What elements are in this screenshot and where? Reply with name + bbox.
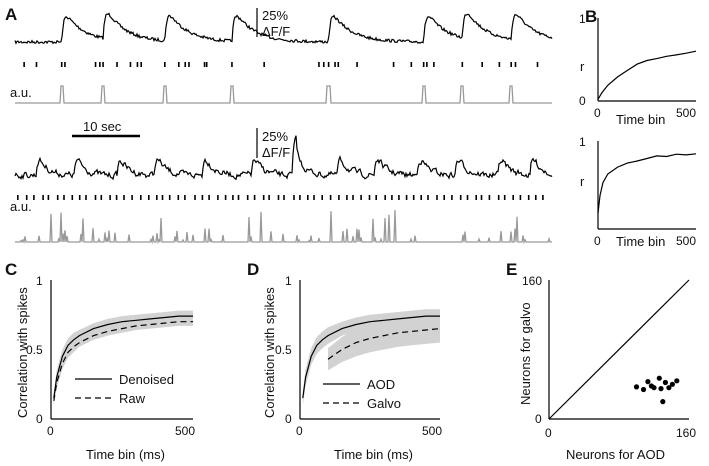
e-point	[674, 378, 680, 384]
b-bottom-curve	[597, 153, 697, 214]
d-xtick-500: 500	[422, 424, 442, 438]
b-top-xlabel: Time bin	[616, 112, 665, 127]
b-top-ylabel: r	[580, 59, 585, 74]
top-scale-percent: 25%	[262, 8, 288, 23]
b-top-curve	[597, 50, 697, 100]
top-au-label: a.u.	[10, 85, 32, 100]
e-ytick-0: 0	[535, 412, 542, 426]
series-denoised	[53, 315, 193, 399]
series-galvo	[327, 328, 441, 360]
panel-e-plot: 160 0 0 160 Neurons for AOD Neurons for …	[518, 274, 696, 462]
d-ytick-05: 0.5	[275, 343, 292, 357]
bottom-au-label: a.u.	[10, 199, 32, 214]
b-top-xtick-0: 0	[594, 106, 601, 120]
b-top-plot: 1 0 r 0 500 Time bin	[579, 12, 696, 127]
panel-c-plot: 1 0.5 0 0 500 Time bin (ms) Correlation …	[15, 274, 195, 462]
b-top-ytick-0: 0	[579, 94, 586, 108]
panel-label-d: D	[247, 260, 259, 279]
series-aod	[302, 315, 440, 399]
bottom-spike-raster	[16, 195, 544, 200]
bottom-calcium-trace-group	[14, 135, 553, 245]
e-point	[658, 386, 664, 392]
b-top-xtick-500: 500	[676, 106, 696, 120]
b-bottom-plot: 1 r 0 500 Time bin	[579, 135, 696, 249]
panel-label-b: B	[585, 7, 597, 26]
e-identity-line	[548, 279, 690, 420]
e-point	[662, 379, 669, 386]
d-legend-galvo: Galvo	[367, 396, 401, 411]
bottom-calcium-trace	[14, 135, 553, 181]
d-xlabel: Time bin (ms)	[334, 447, 413, 462]
d-ytick-1: 1	[285, 274, 292, 288]
e-point	[669, 381, 676, 387]
e-point	[660, 399, 666, 405]
top-scale-unit: ΔF/F	[262, 24, 290, 39]
top-calcium-trace	[14, 12, 553, 45]
d-series-layer	[302, 309, 441, 406]
e-point	[645, 379, 651, 385]
e-ytick-160: 160	[522, 274, 542, 288]
b-bottom-xtick-500: 500	[676, 234, 696, 248]
c-legend-raw: Raw	[119, 391, 146, 406]
c-xlabel: Time bin (ms)	[86, 447, 165, 462]
panel-label-c: C	[5, 260, 17, 279]
top-spike-raster	[23, 62, 539, 67]
c-ylabel: Correlation with spikes	[15, 287, 30, 418]
e-points-layer	[633, 375, 680, 405]
c-series-layer	[53, 310, 193, 406]
c-legend-denoised: Denoised	[119, 372, 174, 387]
b-bottom-xtick-0: 0	[594, 234, 601, 248]
e-xtick-0: 0	[545, 426, 552, 440]
c-xtick-0: 0	[47, 424, 54, 438]
e-point	[656, 375, 662, 381]
c-ytick-05: 0.5	[26, 343, 43, 357]
d-ytick-0: 0	[285, 412, 292, 426]
e-point	[640, 386, 647, 393]
b-bottom-ylabel: r	[580, 174, 585, 189]
c-ytick-1: 1	[36, 274, 43, 288]
c-ytick-0: 0	[36, 412, 43, 426]
top-inferred-spike-trace	[15, 85, 552, 104]
bottom-inferred-spike-trace	[15, 210, 552, 245]
e-point	[666, 385, 672, 391]
top-calcium-trace-group	[14, 12, 553, 104]
b-top-ytick-1: 1	[579, 12, 586, 26]
d-ylabel: Correlation with spikes	[262, 287, 277, 418]
b-bottom-ytick-1: 1	[579, 135, 586, 149]
time-scale-label: 10 sec	[83, 119, 122, 134]
e-xlabel: Neurons for AOD	[566, 447, 665, 462]
e-point	[633, 384, 640, 390]
e-ylabel: Neurons for galvo	[518, 302, 533, 405]
band-raw	[53, 317, 193, 406]
band-aod	[302, 309, 440, 406]
series-raw	[53, 321, 193, 401]
bottom-scale-percent: 25%	[262, 129, 288, 144]
panel-d-plot: 1 0.5 0 0 500 Time bin (ms) Correlation …	[262, 274, 442, 462]
d-legend-aod: AOD	[367, 377, 395, 392]
d-xtick-0: 0	[296, 424, 303, 438]
e-point	[651, 385, 657, 391]
c-xtick-500: 500	[175, 424, 195, 438]
panel-label-a: A	[5, 5, 17, 24]
band-galvo	[328, 314, 440, 371]
e-xtick-160: 160	[676, 426, 696, 440]
b-bottom-xlabel: Time bin	[616, 234, 665, 249]
bottom-scale-unit: ΔF/F	[262, 145, 290, 160]
panel-label-e: E	[506, 260, 517, 279]
